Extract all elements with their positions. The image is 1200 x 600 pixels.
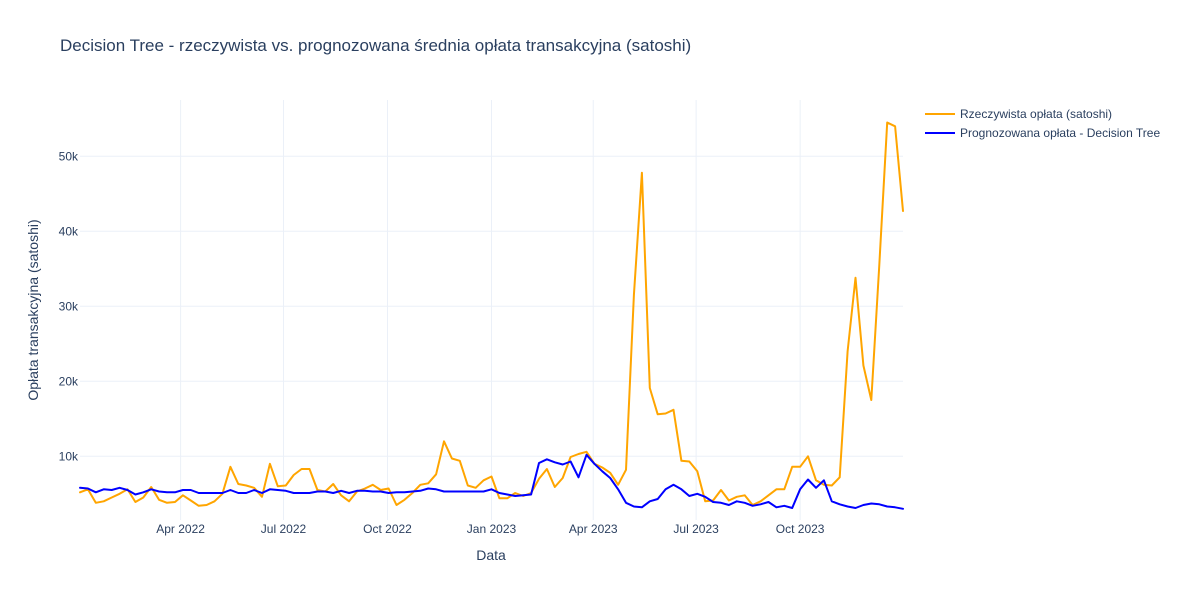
series-line-actual-fee[interactable] [79,121,904,507]
y-tick-label: 50k [59,149,79,163]
legend-label: Prognozowana opłata - Decision Tree [960,126,1160,140]
x-tick-label: Apr 2022 [156,522,205,536]
x-tick-label: Oct 2022 [363,522,412,536]
x-axis-title: Data [476,547,506,563]
legend[interactable]: Rzeczywista opłata (satoshi) Prognozowana… [925,107,1160,140]
y-tick-label: 40k [59,224,79,238]
x-tick-label: Oct 2023 [776,522,825,536]
x-tick-label: Jul 2023 [673,522,719,536]
series-line-predicted-fee[interactable] [79,453,904,510]
y-tick-label: 30k [59,299,79,313]
legend-item[interactable]: Rzeczywista opłata (satoshi) [925,107,1112,121]
legend-label: Rzeczywista opłata (satoshi) [960,107,1112,121]
series-lines [79,121,904,510]
chart-title: Decision Tree - rzeczywista vs. prognozo… [60,36,691,55]
y-tick-label: 10k [59,449,79,463]
x-axis-ticks: Apr 2022 Jul 2022 Oct 2022 Jan 2023 Apr 2023… [156,522,825,536]
grid-lines [80,100,903,520]
x-tick-label: Jan 2023 [467,522,517,536]
x-tick-label: Jul 2022 [261,522,307,536]
x-tick-label: Apr 2023 [569,522,618,536]
y-axis-title: Opłata transakcyjna (satoshi) [25,219,41,400]
legend-item[interactable]: Prognozowana opłata - Decision Tree [925,126,1160,140]
y-tick-label: 20k [59,374,79,388]
y-axis-ticks: 10k 20k 30k 40k 50k [59,149,79,463]
